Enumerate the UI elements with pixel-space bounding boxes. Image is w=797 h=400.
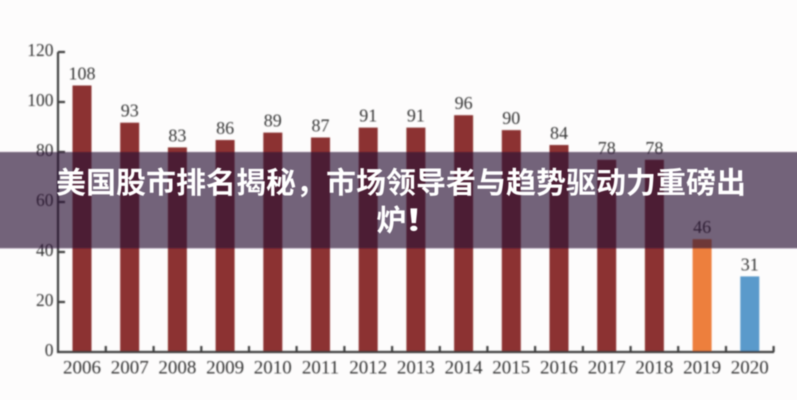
svg-text:2012: 2012 — [349, 358, 387, 379]
svg-text:2014: 2014 — [445, 358, 484, 379]
svg-text:2008: 2008 — [158, 358, 196, 379]
svg-text:93: 93 — [121, 101, 139, 121]
svg-text:108: 108 — [69, 64, 96, 84]
svg-text:91: 91 — [407, 106, 425, 126]
svg-text:2016: 2016 — [540, 358, 578, 379]
svg-text:84: 84 — [550, 123, 568, 143]
svg-text:86: 86 — [216, 118, 234, 138]
svg-text:96: 96 — [455, 93, 473, 113]
svg-text:2020: 2020 — [731, 358, 769, 379]
svg-text:20: 20 — [36, 290, 54, 310]
svg-text:2013: 2013 — [397, 358, 435, 379]
svg-text:2015: 2015 — [492, 358, 530, 379]
svg-text:91: 91 — [359, 106, 377, 126]
svg-text:2017: 2017 — [588, 358, 626, 379]
svg-text:2011: 2011 — [302, 358, 339, 379]
svg-text:89: 89 — [264, 111, 282, 131]
svg-text:2018: 2018 — [635, 358, 673, 379]
svg-text:83: 83 — [168, 125, 186, 145]
svg-text:2009: 2009 — [206, 358, 244, 379]
svg-text:2010: 2010 — [254, 358, 292, 379]
svg-text:120: 120 — [27, 40, 54, 60]
svg-text:0: 0 — [45, 340, 54, 360]
svg-text:31: 31 — [741, 254, 759, 274]
svg-text:2007: 2007 — [111, 358, 149, 379]
svg-text:2019: 2019 — [683, 358, 721, 379]
svg-text:2006: 2006 — [63, 358, 101, 379]
svg-text:87: 87 — [312, 116, 330, 136]
svg-text:90: 90 — [502, 108, 520, 128]
svg-text:100: 100 — [27, 90, 54, 110]
